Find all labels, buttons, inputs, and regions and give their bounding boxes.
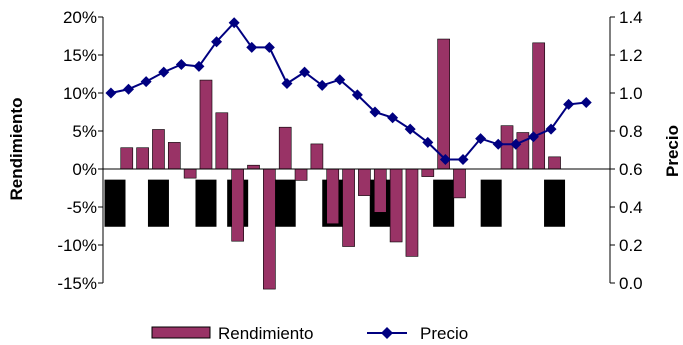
precio-marker [510, 138, 522, 150]
bar-rendimiento [310, 143, 324, 170]
legend-label-precio: Precio [420, 324, 468, 343]
left-tick-label: -5% [67, 198, 97, 217]
overlay-block [433, 179, 455, 227]
right-tick-label: 1.2 [619, 46, 643, 65]
overlay-block [147, 179, 169, 227]
left-tick-label: 15% [63, 46, 97, 65]
precio-marker [563, 98, 575, 110]
right-tick-label: 0.8 [619, 122, 643, 141]
bar-rendimiento [342, 168, 355, 247]
overlay-block [274, 179, 296, 227]
precio-marker [299, 66, 311, 78]
left-tick-label: 20% [63, 8, 97, 27]
bar-rendimiento [500, 125, 514, 170]
right-tick-label: 0.4 [619, 198, 643, 217]
bar-rendimiento [326, 168, 340, 225]
precio-marker [404, 123, 416, 135]
bar-rendimiento [421, 168, 435, 177]
precio-marker [193, 60, 205, 72]
precio-marker [140, 76, 152, 88]
legend-marker-precio [381, 327, 393, 339]
legend-label-rendimiento: Rendimiento [218, 324, 313, 343]
right-tick-label: 1.4 [619, 8, 643, 27]
left-axis-title: Rendimiento [7, 98, 26, 201]
precio-polyline [110, 21, 587, 161]
bar-rendimiento [437, 38, 450, 170]
right-tick-label: 1.0 [619, 84, 643, 103]
precio-marker [228, 17, 240, 29]
precio-marker [351, 89, 363, 101]
right-axis-title: Precio [663, 125, 682, 177]
bar-rendimiento [548, 156, 561, 170]
right-tick-label: 0.2 [619, 236, 643, 255]
precio-marker [158, 66, 170, 78]
precio-line [105, 17, 592, 165]
precio-marker [263, 41, 275, 53]
bar-rendimiento [358, 168, 371, 196]
right-y-axis: 0.0 0.2 0.4 0.6 0.8 1.0 1.2 1.4 [609, 8, 643, 293]
legend-swatch-rendimiento [151, 326, 211, 339]
bar-rendimiento [183, 168, 197, 179]
legend: Rendimiento Precio [151, 324, 468, 343]
rendimiento-bars [120, 38, 561, 290]
precio-marker [369, 106, 381, 118]
precio-marker [387, 112, 399, 124]
bar-rendimiento [136, 147, 149, 170]
bar-rendimiento [199, 79, 213, 170]
bar-rendimiento [389, 168, 403, 243]
bar-rendimiento [453, 168, 466, 199]
bar-rendimiento [405, 168, 419, 257]
bar-rendimiento [167, 142, 181, 170]
left-tick-label: 10% [63, 84, 97, 103]
left-tick-label: -15% [57, 274, 97, 293]
precio-marker [123, 83, 135, 95]
precio-marker [281, 78, 293, 89]
bar-rendimiento [231, 168, 244, 242]
overlay-block [480, 179, 502, 227]
precio-marker [175, 59, 187, 70]
right-tick-label: 0.0 [619, 274, 643, 293]
precio-marker [439, 154, 451, 165]
left-y-axis: -15% -10% -5% 0% 5% 10% 15% 20% [57, 8, 104, 293]
bar-rendimiento [152, 129, 165, 170]
precio-marker [492, 138, 504, 150]
precio-marker [545, 123, 557, 135]
precio-marker [422, 136, 434, 148]
overlay-block [104, 179, 126, 227]
left-tick-label: 0% [72, 160, 97, 179]
right-tick-label: 0.6 [619, 160, 643, 179]
precio-marker [580, 97, 592, 108]
bar-rendimiento [532, 42, 546, 170]
overlay-block [195, 179, 217, 227]
precio-marker [105, 87, 117, 99]
left-tick-label: 5% [72, 122, 97, 141]
bar-rendimiento [294, 168, 308, 181]
bar-rendimiento [215, 112, 229, 170]
left-tick-label: -10% [57, 236, 97, 255]
bar-rendimiento [373, 168, 387, 213]
bar-rendimiento [247, 164, 260, 170]
overlay-block [544, 179, 566, 227]
precio-marker [527, 131, 539, 143]
precio-marker [457, 154, 469, 165]
bar-rendimiento [278, 126, 292, 170]
bar-rendimiento [516, 132, 530, 170]
bar-rendimiento [263, 168, 276, 290]
precio-marker [475, 133, 487, 145]
precio-marker [334, 74, 346, 86]
bar-rendimiento [120, 147, 134, 170]
precio-marker [211, 36, 223, 48]
precio-marker [246, 41, 258, 53]
precio-marker [316, 79, 328, 91]
